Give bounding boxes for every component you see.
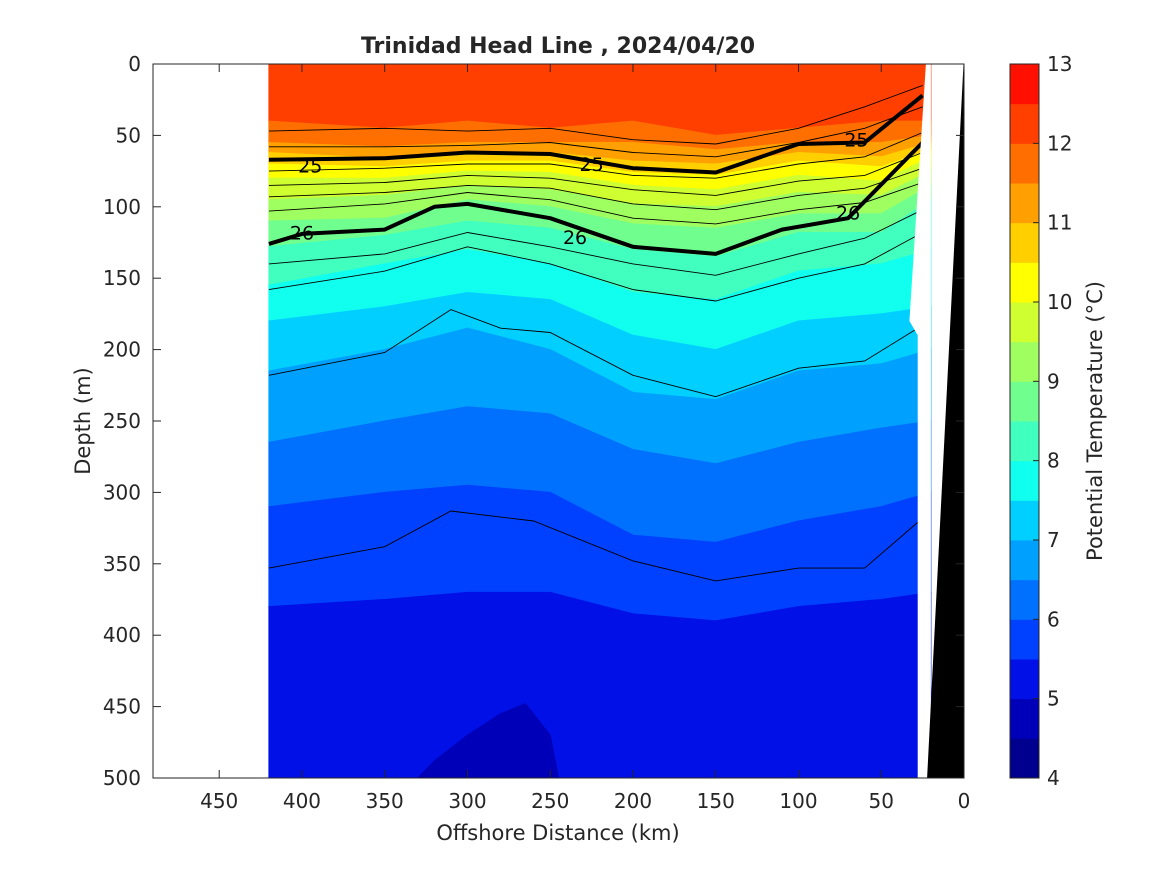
x-tick-label: 300 xyxy=(448,789,486,813)
x-tick-label: 150 xyxy=(697,789,735,813)
colorbar-segment-16 xyxy=(1010,103,1039,144)
y-tick-label: 200 xyxy=(103,338,141,362)
contour-label-26-0: 26 xyxy=(290,223,314,245)
colorbar-segment-11 xyxy=(1010,302,1039,343)
y-tick-label: 100 xyxy=(103,195,141,219)
colorbar-tick-label: 12 xyxy=(1047,131,1072,155)
density-contour-5 xyxy=(268,182,923,225)
density-contour-3 xyxy=(268,152,923,196)
x-tick-label: 0 xyxy=(958,789,971,813)
density-contour-2 xyxy=(268,132,923,179)
density-contours xyxy=(268,84,923,582)
colorbar-tick-label: 6 xyxy=(1047,607,1060,631)
bottom-topography xyxy=(909,64,964,778)
seafloor-shape xyxy=(927,64,964,778)
density-contour-0 xyxy=(268,84,923,145)
density-contour-4 xyxy=(268,167,923,211)
y-axis-label: Depth (m) xyxy=(71,367,95,474)
colorbar-segment-4 xyxy=(1010,579,1039,620)
colorbar-segment-1 xyxy=(1010,698,1039,739)
contour-label-26-1: 26 xyxy=(563,227,587,249)
colorbar-segment-0 xyxy=(1010,738,1039,779)
x-tick-label: 200 xyxy=(614,789,652,813)
colorbar-frame xyxy=(1009,63,1040,779)
x-tick-label: 100 xyxy=(779,789,817,813)
contour-label-25-0: 25 xyxy=(298,155,322,177)
colorbar-segment-3 xyxy=(1010,619,1039,660)
density-contour-6 xyxy=(268,209,923,276)
colorbar-segment-15 xyxy=(1010,143,1039,184)
colorbar-tick-label: 4 xyxy=(1047,766,1060,790)
colorbar-tick-label: 7 xyxy=(1047,528,1060,552)
temperature-band-15 xyxy=(417,703,560,778)
colorbar-segment-9 xyxy=(1010,381,1039,422)
contour-label-26-2: 26 xyxy=(836,203,860,225)
colorbar-segment-17 xyxy=(1010,64,1039,105)
y-tick-label: 350 xyxy=(103,552,141,576)
sigma-contour-25 xyxy=(268,93,924,175)
labeled-density-contours: 25 25 25 26 26 26 xyxy=(268,93,925,256)
colorbar-segment-6 xyxy=(1010,500,1039,541)
y-tick-label: 400 xyxy=(103,623,141,647)
colorbar-segment-8 xyxy=(1010,421,1039,462)
colorbar-segment-10 xyxy=(1010,341,1039,382)
colorbar-ticks: 4 5 6 7 8 9 10 11 12 13 xyxy=(1033,52,1072,790)
x-axis: 450 400 350 300 250 200 150 100 50 0 xyxy=(200,64,970,813)
colorbar-label: Potential Temperature (°C) xyxy=(1083,281,1107,561)
y-tick-label: 450 xyxy=(103,695,141,719)
density-contour-8 xyxy=(268,309,923,398)
y-tick-label: 300 xyxy=(103,480,141,504)
colorbar-segment-14 xyxy=(1010,183,1039,224)
temperature-band-14 xyxy=(268,591,932,778)
colorbar-tick-label: 9 xyxy=(1047,369,1060,393)
x-tick-label: 450 xyxy=(200,789,238,813)
plot-area: 25 25 25 26 26 26 xyxy=(152,63,965,779)
x-tick-label: 400 xyxy=(283,789,321,813)
contour-label-25-2: 25 xyxy=(844,130,868,152)
colorbar xyxy=(1010,64,1039,779)
temperature-bands xyxy=(268,64,932,778)
density-contour-1 xyxy=(268,106,923,158)
colorbar-segment-2 xyxy=(1010,659,1039,700)
sigma-contour-26 xyxy=(268,141,925,256)
y-tick-label: 50 xyxy=(116,123,141,147)
colorbar-tick-label: 10 xyxy=(1047,290,1072,314)
colorbar-tick-label: 11 xyxy=(1047,211,1072,235)
density-contour-9 xyxy=(268,510,923,582)
y-tick-label: 0 xyxy=(128,52,141,76)
contour-label-25-1: 25 xyxy=(580,154,604,176)
x-tick-label: 250 xyxy=(531,789,569,813)
y-axis: 0 50 100 150 200 250 300 350 400 450 500 xyxy=(103,52,964,790)
colorbar-segment-7 xyxy=(1010,460,1039,501)
colorbar-segment-12 xyxy=(1010,262,1039,303)
no-data-strip-0 xyxy=(909,64,931,778)
colorbar-tick-label: 5 xyxy=(1047,687,1060,711)
colorbar-tick-label: 8 xyxy=(1047,449,1060,473)
x-tick-label: 50 xyxy=(869,789,894,813)
y-tick-label: 150 xyxy=(103,266,141,290)
colorbar-segment-13 xyxy=(1010,222,1039,263)
y-tick-label: 500 xyxy=(103,766,141,790)
density-contour-7 xyxy=(268,232,923,302)
colorbar-segment-5 xyxy=(1010,540,1039,581)
x-tick-label: 350 xyxy=(366,789,404,813)
y-tick-label: 250 xyxy=(103,409,141,433)
colorbar-tick-label: 13 xyxy=(1047,52,1072,76)
x-axis-label: Offshore Distance (km) xyxy=(436,821,679,845)
chart-title: Trinidad Head Line , 2024/04/20 xyxy=(361,34,755,59)
